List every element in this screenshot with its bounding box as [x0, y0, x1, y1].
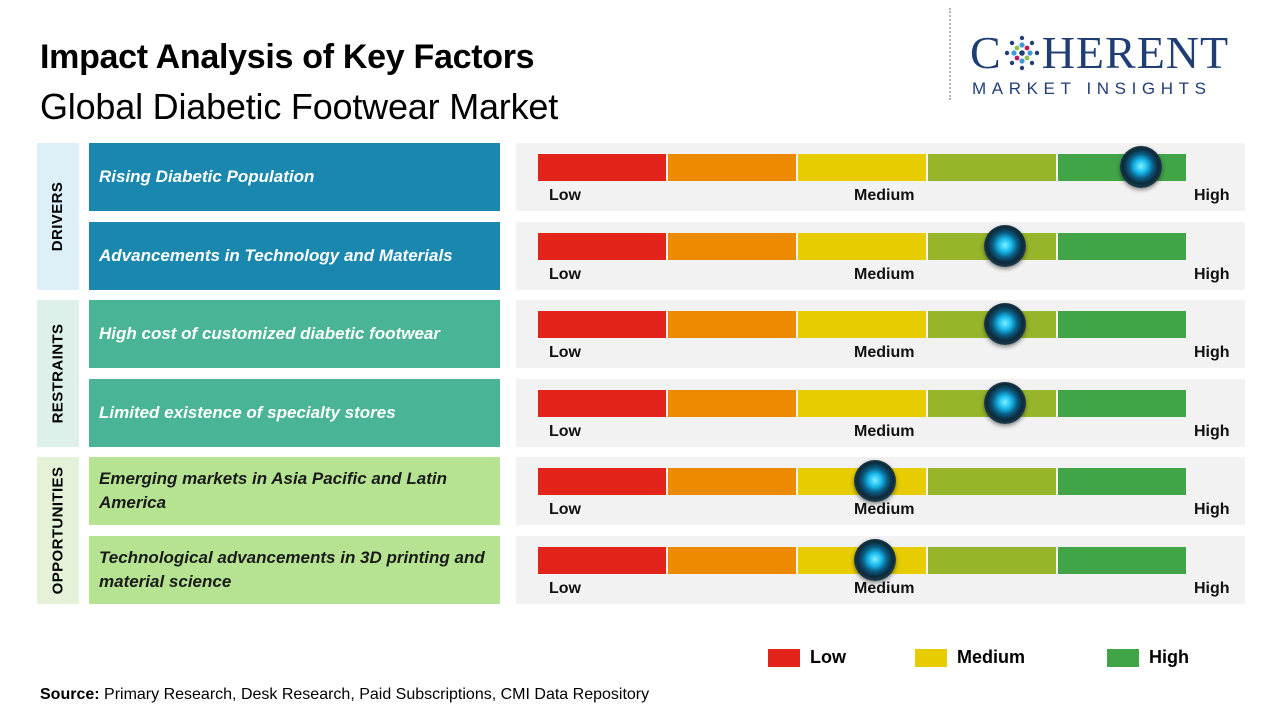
scale-segment [668, 547, 796, 574]
legend-item-medium: Medium [915, 647, 1025, 668]
impact-meter: Low Medium High [516, 457, 1245, 526]
impact-meter: Low Medium High [516, 143, 1245, 211]
source-label: Source: [40, 686, 100, 703]
factor-label: Rising Diabetic Population [89, 143, 500, 211]
page-title: Impact Analysis of Key Factors [40, 38, 535, 76]
impact-marker [853, 539, 896, 581]
scale-label-high: High [1194, 501, 1230, 519]
legend-item-high: High [1107, 647, 1189, 668]
impact-marker [983, 303, 1026, 346]
impact-scale-bar [538, 547, 1186, 574]
scale-label-high: High [1194, 422, 1230, 440]
category-label-drivers: DRIVERS [37, 143, 79, 290]
scale-segment [1058, 311, 1186, 339]
scale-segment [538, 311, 666, 339]
scale-segment [538, 468, 666, 496]
impact-marker [1119, 146, 1162, 188]
impact-scale-bar [538, 154, 1186, 181]
scale-segment [538, 154, 666, 181]
category-label-text: RESTRAINTS [49, 323, 67, 424]
scale-segment [668, 232, 796, 260]
scale-segment [798, 154, 926, 181]
scale-label-high: High [1194, 187, 1230, 204]
scale-label-medium: Medium [854, 265, 915, 283]
scale-segment [668, 154, 796, 181]
legend-swatch [1107, 648, 1139, 667]
legend-label: Medium [957, 647, 1026, 667]
scale-label-medium: Medium [854, 501, 915, 519]
category-label-text: DRIVERS [49, 181, 67, 252]
scale-label-high: High [1194, 580, 1230, 597]
company-logo: C HERENT [970, 28, 1262, 78]
factor-label: Emerging markets in Asia Pacific and Lat… [89, 457, 500, 526]
scale-segment [928, 154, 1056, 181]
scale-label-high: High [1194, 344, 1230, 362]
scale-label-medium: Medium [854, 344, 915, 362]
impact-marker [983, 224, 1026, 267]
scale-segment [928, 468, 1056, 496]
category-label-text: OPPORTUNITIES [49, 466, 67, 595]
impact-meter: Low Medium High [516, 378, 1245, 447]
impact-scale-bar [538, 389, 1186, 417]
logo-divider [949, 8, 951, 100]
scale-segment [1058, 547, 1186, 574]
scale-label-low: Low [549, 501, 581, 519]
source-text: Primary Research, Desk Research, Paid Su… [99, 686, 650, 703]
factor-label: High cost of customized diabetic footwea… [89, 300, 500, 369]
impact-meter: Low Medium High [516, 536, 1245, 604]
scale-segment [538, 232, 666, 260]
scale-label-low: Low [549, 344, 581, 362]
impact-meter: Low Medium High [516, 300, 1245, 369]
scale-label-low: Low [549, 265, 581, 283]
scale-label-low: Low [549, 187, 581, 204]
legend-label: High [1149, 647, 1189, 667]
scale-segment [1058, 468, 1186, 496]
factor-label: Advancements in Technology and Materials [89, 221, 500, 290]
impact-scale-bar [538, 232, 1186, 260]
scale-segment [538, 547, 666, 574]
logo-letters-rest: HERENT [1041, 27, 1230, 78]
scale-segment [1058, 389, 1186, 417]
scale-segment [668, 468, 796, 496]
factor-label: Technological advancements in 3D printin… [89, 536, 500, 604]
scale-segment [538, 389, 666, 417]
logo-dots-icon [1004, 35, 1039, 71]
impact-marker [853, 460, 896, 503]
scale-label-medium: Medium [854, 580, 915, 597]
logo-letter-c: C [970, 27, 1002, 78]
page-subtitle: Global Diabetic Footwear Market [40, 86, 559, 127]
scale-segment [798, 232, 926, 260]
impact-scale-bar [538, 311, 1186, 339]
scale-segment [798, 389, 926, 417]
legend-swatch [768, 648, 800, 667]
impact-marker [983, 381, 1026, 424]
legend-swatch [915, 648, 947, 667]
factor-label: Limited existence of specialty stores [89, 378, 500, 447]
category-label-restraints: RESTRAINTS [37, 300, 79, 447]
scale-segment [668, 389, 796, 417]
scale-label-low: Low [549, 422, 581, 440]
logo-tagline: MARKET INSIGHTS [972, 79, 1212, 98]
legend-item-low: Low [768, 647, 846, 668]
scale-segment [668, 311, 796, 339]
source-note: Source: Primary Research, Desk Research,… [40, 686, 649, 704]
scale-label-medium: Medium [854, 422, 915, 440]
legend-label: Low [810, 647, 846, 667]
category-label-opportunities: OPPORTUNITIES [37, 457, 79, 604]
scale-segment [1058, 232, 1186, 260]
scale-segment [798, 311, 926, 339]
scale-label-low: Low [549, 580, 581, 597]
scale-label-medium: Medium [854, 187, 915, 204]
scale-segment [928, 547, 1056, 574]
scale-label-high: High [1194, 265, 1230, 283]
impact-meter: Low Medium High [516, 221, 1245, 290]
